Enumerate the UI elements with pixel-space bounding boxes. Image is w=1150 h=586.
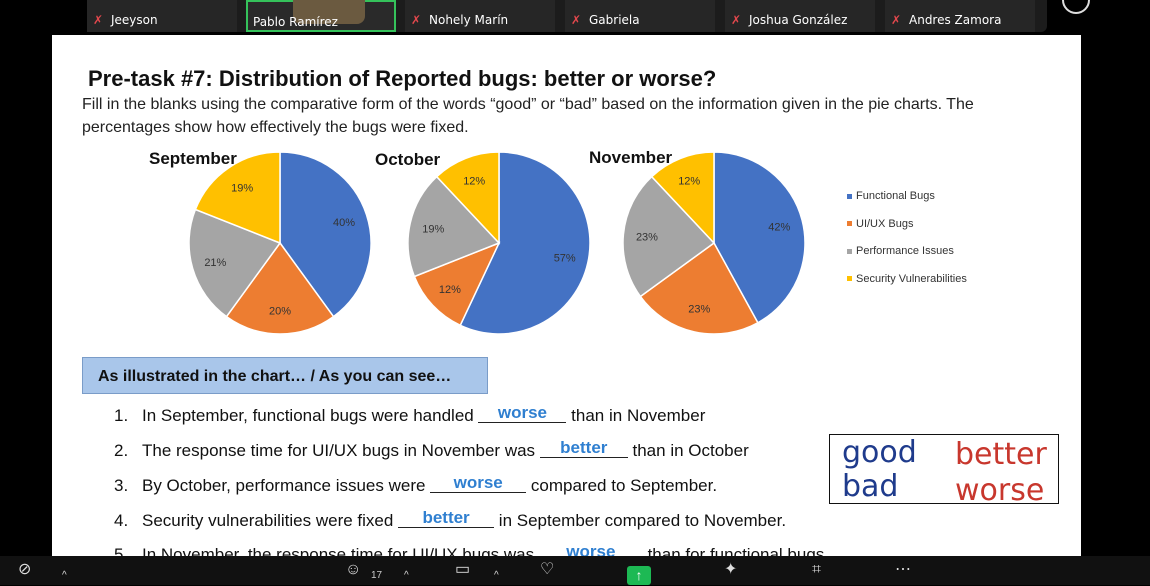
legend-item: Security Vulnerabilities xyxy=(847,273,967,301)
slide-title: Pre-task #7: Distribution of Reported bu… xyxy=(88,66,717,91)
participant-name: Pablo Ramírez xyxy=(253,15,338,29)
participant-name: Nohely Marín xyxy=(429,13,509,27)
pie-slice-label: 19% xyxy=(231,182,253,194)
pie-slice-label: 12% xyxy=(439,284,461,296)
pie-slice-label: 12% xyxy=(678,175,700,187)
pie-slice xyxy=(225,241,335,335)
ai-companion-icon[interactable]: ✦ xyxy=(724,561,738,578)
mic-muted-icon: ✗ xyxy=(891,13,902,27)
pie-slice xyxy=(713,151,806,324)
participant-tile[interactable]: ✗ Joshua González xyxy=(725,0,875,32)
pie-slice-label: 12% xyxy=(463,175,485,187)
participant-tile[interactable]: ✗ Andres Zamora xyxy=(885,0,1035,32)
pie-slice xyxy=(413,241,501,327)
participant-name: Joshua González xyxy=(749,13,848,27)
pie-slice-label: 23% xyxy=(636,232,658,244)
pie-slice xyxy=(639,241,759,335)
question-4: 4. Security vulnerabilities were fixed be… xyxy=(114,508,787,531)
pie-slice xyxy=(279,151,372,318)
question-5: 5. In November, the response time for UI/… xyxy=(114,543,824,557)
mic-muted-icon: ✗ xyxy=(731,13,742,27)
pie-slice-label: 23% xyxy=(688,304,710,316)
pie-slice-label: 20% xyxy=(269,305,291,317)
avatar xyxy=(293,0,365,24)
pie-slice xyxy=(459,151,591,335)
chevron-up-icon[interactable]: ^ xyxy=(62,570,67,581)
chart-title: November xyxy=(589,148,673,167)
pie-slice-label: 57% xyxy=(554,253,576,265)
legend-item: Functional Bugs xyxy=(847,190,967,218)
participant-tile[interactable]: ✗ Gabriela xyxy=(565,0,715,32)
pie-slice xyxy=(194,151,281,245)
pie-slice xyxy=(622,175,716,298)
participant-name: Gabriela xyxy=(589,13,640,27)
chevron-up-icon[interactable]: ^ xyxy=(494,570,499,581)
participants-count: 17 xyxy=(371,570,383,581)
mic-muted-icon: ✗ xyxy=(411,13,422,27)
legend-item: UI/UX Bugs xyxy=(847,218,967,246)
apps-icon[interactable]: ⌗ xyxy=(812,561,822,578)
chevron-up-icon[interactable]: ^ xyxy=(404,570,409,581)
question-3: 3. By October, performance issues were wo… xyxy=(114,473,718,496)
question-1: 1. In September, functional bugs were han… xyxy=(114,403,706,426)
word-bad: bad xyxy=(842,469,899,504)
participant-tile[interactable]: ✗ Jeeyson xyxy=(87,0,237,32)
participant-name: Andres Zamora xyxy=(909,13,1002,27)
legend-item: Performance Issues xyxy=(847,245,967,273)
pie-slice-label: 40% xyxy=(333,217,355,229)
participant-tile-active[interactable]: Pablo Ramírez xyxy=(246,0,396,32)
question-2: 2. The response time for UI/UX bugs in No… xyxy=(114,438,749,461)
pie-slice xyxy=(188,208,282,318)
word-good: good xyxy=(842,435,917,470)
pie-slice xyxy=(407,175,501,278)
pie-slice-label: 42% xyxy=(768,221,790,233)
pie-slice-label: 21% xyxy=(204,257,226,269)
pie-slice xyxy=(435,151,500,245)
participant-tile[interactable]: ✗ Nohely Marín xyxy=(405,0,555,32)
participants-icon[interactable]: ☺ xyxy=(345,561,362,578)
participant-name: Jeeyson xyxy=(111,13,158,27)
chart-title: September xyxy=(149,149,237,168)
slide-instructions: Fill in the blanks using the comparative… xyxy=(82,96,974,136)
shared-slide: Pre-task #7: Distribution of Reported bu… xyxy=(52,35,1081,556)
view-toggle-icon[interactable] xyxy=(1062,0,1090,14)
meeting-toolbar: ⊘ ^ ☺ 17 ^ ▭ ^ ♡ ↑ ✦ ⌗ ⋯ xyxy=(0,556,1150,585)
share-screen-icon[interactable]: ↑ xyxy=(627,566,651,585)
mic-muted-icon: ✗ xyxy=(571,13,582,27)
word-bank: good better bad worse xyxy=(829,434,1059,508)
phrase-banner: As illustrated in the chart… / As you ca… xyxy=(82,357,488,394)
mic-muted-icon: ✗ xyxy=(93,13,104,27)
word-worse: worse xyxy=(955,473,1045,508)
pie-charts: 40% 20% 21% 19% 57% 12% 19% 12% 42% 23% 23% 12% xyxy=(188,151,806,335)
more-icon[interactable]: ⋯ xyxy=(895,561,911,578)
participant-strip: ✗ Jeeyson Pablo Ramírez ✗ Nohely Marín ✗… xyxy=(87,0,1047,32)
video-muted-icon[interactable]: ⊘ xyxy=(18,561,32,578)
chart-legend: Functional Bugs UI/UX Bugs Performance I… xyxy=(847,190,967,300)
chart-title: October xyxy=(375,150,441,169)
chat-icon[interactable]: ▭ xyxy=(455,561,471,578)
reactions-icon[interactable]: ♡ xyxy=(540,561,555,578)
pie-slice-label: 19% xyxy=(422,223,444,235)
pie-slice xyxy=(650,151,715,245)
word-better: better xyxy=(955,437,1047,472)
